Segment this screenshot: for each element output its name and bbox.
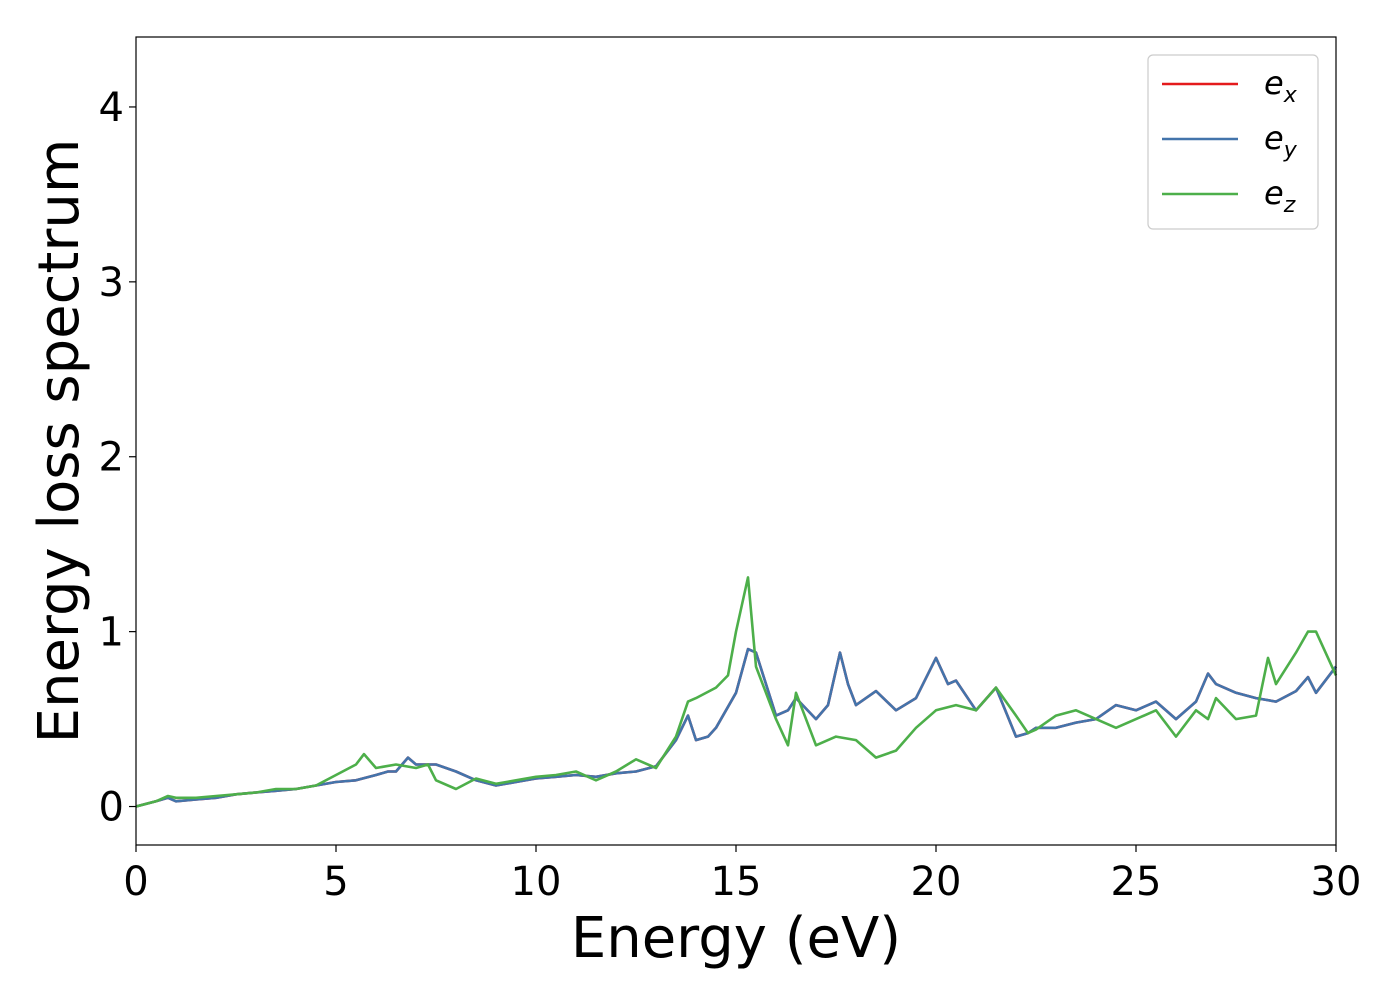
series-line-y xyxy=(135,647,1338,808)
legend-box xyxy=(1147,54,1319,230)
x-axis: 0 5 10 15 20 25 30 xyxy=(123,845,1361,905)
x-tick-label: 0 xyxy=(123,859,148,905)
legend: ex ey ez xyxy=(1147,54,1319,230)
x-tick-label: 20 xyxy=(911,859,962,905)
series-line-z xyxy=(135,576,1338,808)
x-tick-label: 5 xyxy=(323,859,348,905)
y-tick-label: 0 xyxy=(99,785,124,831)
x-tick-label: 30 xyxy=(1311,859,1362,905)
y-tick-label: 2 xyxy=(99,435,124,481)
x-tick-label: 25 xyxy=(1111,859,1162,905)
y-tick-label: 3 xyxy=(99,260,124,306)
series-line-x xyxy=(135,647,1338,808)
x-tick-label: 10 xyxy=(511,859,562,905)
y-tick-label: 1 xyxy=(99,610,124,656)
plot-area xyxy=(135,576,1338,808)
y-tick-label: 4 xyxy=(99,85,124,131)
x-axis-title: Energy (eV) xyxy=(571,906,901,971)
legend-label-x: ex xyxy=(1264,64,1298,108)
y-axis: 0 1 2 3 4 xyxy=(99,85,136,831)
plot-frame xyxy=(135,36,1337,846)
legend-label-y: ey xyxy=(1264,119,1298,163)
legend-label-z: ez xyxy=(1264,174,1296,218)
y-axis-title: Energy loss spectrum xyxy=(27,139,92,744)
x-tick-label: 15 xyxy=(711,859,762,905)
